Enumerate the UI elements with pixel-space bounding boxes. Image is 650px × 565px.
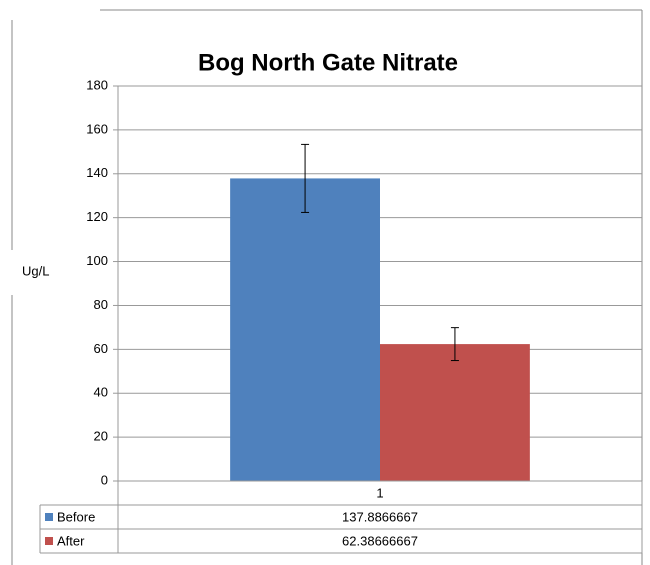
bar [230,178,380,481]
legend-swatch [45,513,53,521]
y-tick-label: 120 [86,209,108,224]
error-bar [301,143,310,213]
y-tick-label: 160 [86,121,108,136]
y-tick-label: 40 [94,385,108,400]
y-tick-label: 80 [94,297,108,312]
chart-title: Bog North Gate Nitrate [198,49,458,76]
y-tick-label: 180 [86,77,108,92]
error-bar [450,327,459,362]
table-value: 137.8866667 [342,509,418,524]
table-value: 62.38666667 [342,533,418,548]
y-tick-label: 140 [86,165,108,180]
y-tick-label: 0 [101,472,108,487]
legend-label: Before [57,509,95,524]
x-tick-label: 1 [376,485,383,500]
y-tick-label: 60 [94,341,108,356]
legend-swatch [45,537,53,545]
legend-label: After [57,533,85,548]
y-tick-label: 20 [94,429,108,444]
y-axis-label: Ug/L [22,263,49,278]
y-tick-label: 100 [86,253,108,268]
bar [380,344,530,481]
